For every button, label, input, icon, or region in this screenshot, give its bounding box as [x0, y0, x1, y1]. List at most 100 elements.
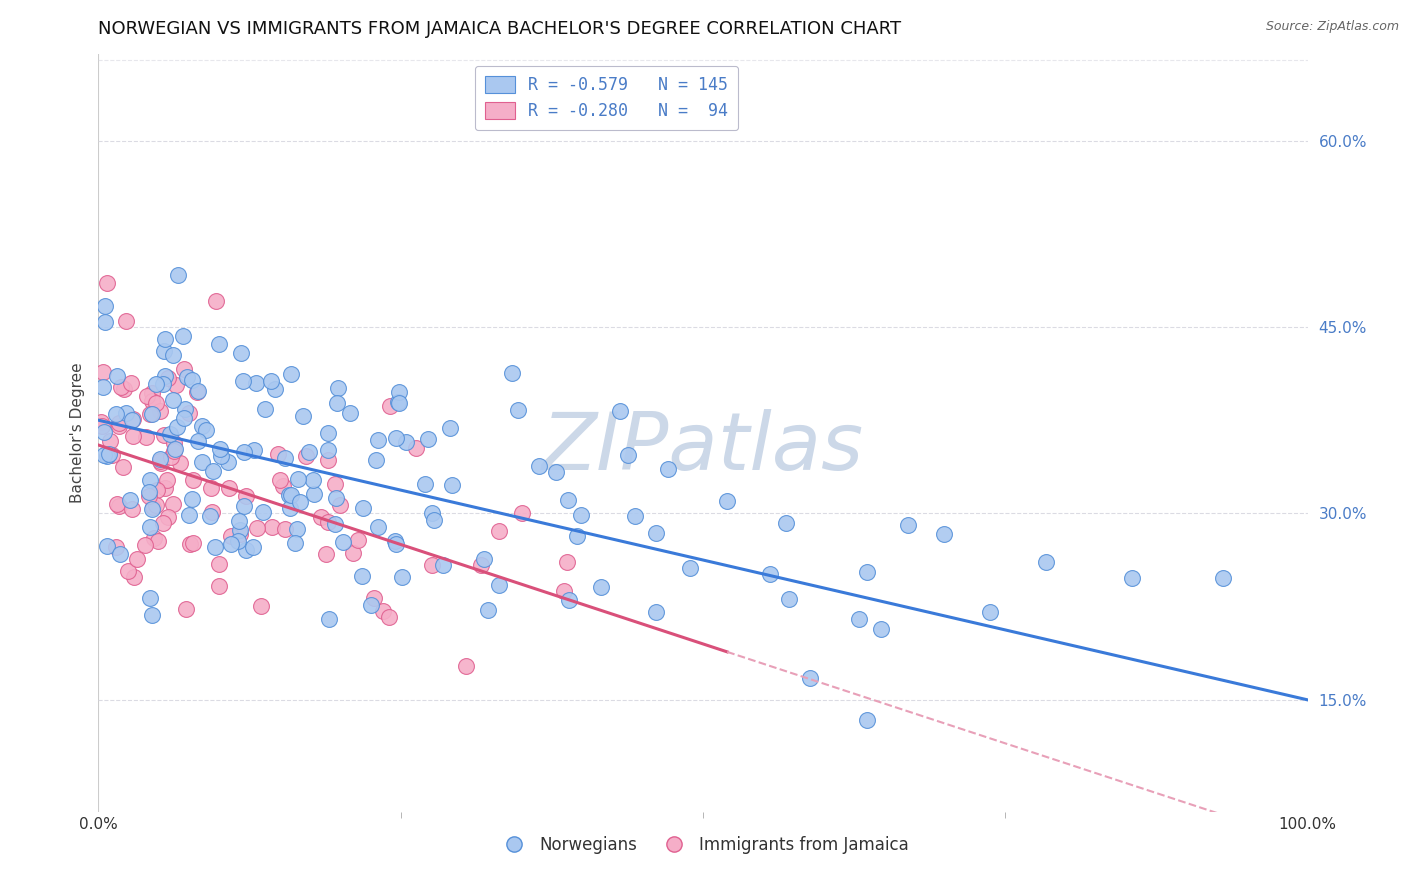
Point [848, 612, 870, 626]
Point [332, 535, 354, 549]
Point [432, 558, 454, 572]
Point [201, 464, 224, 478]
Point [138, 473, 160, 487]
Point [91, 380, 114, 394]
Point [229, 527, 252, 541]
Point [145, 377, 167, 392]
Point [141, 394, 163, 409]
Point [153, 482, 176, 496]
Point [229, 523, 252, 537]
Point [932, 527, 955, 541]
Point [160, 450, 183, 465]
Point [191, 455, 214, 469]
Point [235, 543, 257, 558]
Point [174, 401, 197, 416]
Point [148, 404, 170, 418]
Point [181, 492, 204, 507]
Point [94, 299, 117, 313]
Point [110, 380, 132, 394]
Point [181, 373, 204, 387]
Point [162, 392, 184, 407]
Point [470, 558, 492, 573]
Point [208, 442, 231, 456]
Point [589, 580, 612, 594]
Point [105, 540, 128, 554]
Point [1121, 571, 1143, 585]
Point [105, 369, 128, 384]
Point [759, 567, 782, 582]
Point [134, 538, 156, 552]
Point [318, 453, 340, 467]
Point [153, 332, 176, 346]
Point [571, 508, 593, 522]
Point [93, 425, 115, 439]
Point [114, 313, 136, 327]
Point [143, 531, 166, 545]
Point [219, 537, 242, 551]
Point [157, 509, 180, 524]
Point [347, 533, 370, 547]
Point [609, 404, 631, 418]
Point [201, 505, 224, 519]
Point [624, 509, 647, 524]
Point [194, 423, 217, 437]
Point [325, 477, 347, 491]
Point [93, 366, 115, 380]
Point [145, 498, 167, 512]
Point [90, 418, 112, 433]
Point [316, 515, 339, 529]
Point [138, 489, 160, 503]
Point [122, 429, 145, 443]
Point [488, 524, 510, 539]
Point [229, 345, 252, 359]
Point [342, 546, 364, 560]
Point [318, 612, 340, 626]
Point [501, 366, 523, 380]
Point [96, 539, 118, 553]
Point [384, 533, 406, 548]
Legend: Norwegians, Immigrants from Jamaica: Norwegians, Immigrants from Jamaica [491, 829, 915, 860]
Point [173, 362, 195, 376]
Point [208, 579, 231, 593]
Point [153, 368, 176, 383]
Point [388, 396, 411, 410]
Point [325, 491, 347, 506]
Point [149, 456, 172, 470]
Point [136, 389, 159, 403]
Point [350, 568, 373, 582]
Point [260, 520, 283, 534]
Point [141, 386, 163, 401]
Point [870, 622, 893, 636]
Point [156, 371, 179, 385]
Point [204, 294, 226, 309]
Point [363, 591, 385, 606]
Point [423, 512, 446, 526]
Point [200, 481, 222, 495]
Point [309, 510, 332, 524]
Point [159, 426, 181, 441]
Point [301, 473, 323, 487]
Point [384, 431, 406, 445]
Point [96, 449, 118, 463]
Point [405, 441, 427, 455]
Point [139, 408, 162, 422]
Point [162, 348, 184, 362]
Point [315, 547, 337, 561]
Point [385, 537, 408, 551]
Point [558, 592, 581, 607]
Point [644, 525, 666, 540]
Point [294, 450, 316, 464]
Point [420, 507, 443, 521]
Point [183, 536, 205, 550]
Point [187, 434, 209, 449]
Point [287, 471, 309, 485]
Point [122, 412, 145, 426]
Point [152, 427, 174, 442]
Point [138, 520, 160, 534]
Point [166, 268, 188, 283]
Point [149, 454, 172, 468]
Point [156, 473, 179, 487]
Point [285, 521, 308, 535]
Y-axis label: Bachelor's Degree: Bachelor's Degree [69, 362, 84, 503]
Point [163, 436, 186, 450]
